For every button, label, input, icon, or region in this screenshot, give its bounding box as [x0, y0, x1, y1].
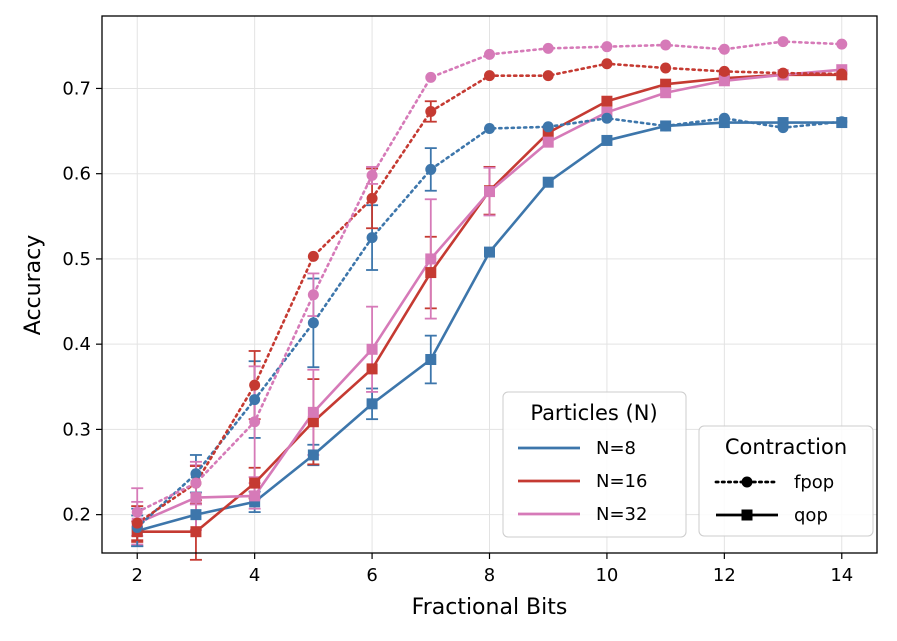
legend-label-qop: qop: [794, 505, 828, 526]
legend-marker-qop: [741, 509, 753, 521]
data-point-n-16-fpop: [836, 68, 848, 80]
data-point-n-8-fpop: [718, 112, 730, 124]
y-tick-label: 0.2: [62, 505, 91, 526]
x-tick-label: 8: [484, 565, 495, 586]
data-point-n-16-fpop: [718, 65, 730, 77]
data-point-n-32-qop: [718, 75, 730, 87]
data-point-n-16-qop: [249, 477, 261, 489]
data-point-n-32-fpop: [366, 169, 378, 181]
x-tick-label: 2: [132, 565, 143, 586]
x-tick-label: 6: [366, 565, 377, 586]
y-axis-label: Accuracy: [21, 235, 46, 335]
data-point-n-16-qop: [660, 78, 672, 90]
legend-label-fpop: fpop: [794, 472, 834, 493]
data-point-n-16-qop: [366, 363, 378, 375]
data-point-n-32-qop: [307, 406, 319, 418]
data-point-n-8-fpop: [425, 163, 437, 175]
data-point-n-32-qop: [601, 106, 613, 118]
data-point-n-16-qop: [425, 267, 437, 279]
axis-ticks: 2 4 6 8 10 12 14 0.2 0.3 0.4 0.5 0.6 0.7: [62, 78, 853, 586]
data-point-n-8-qop: [366, 398, 378, 410]
legend-label-n16: N=16: [596, 471, 647, 492]
data-point-n-16-fpop: [131, 517, 143, 529]
data-point-n-32-fpop: [249, 416, 261, 428]
grid: [102, 16, 877, 553]
y-tick-label: 0.6: [62, 164, 91, 185]
data-point-n-8-fpop: [836, 116, 848, 128]
data-point-n-16-qop: [307, 416, 319, 428]
legend-label-n8: N=8: [596, 438, 636, 459]
data-point-n-8-fpop: [777, 122, 789, 134]
data-point-n-32-qop: [366, 343, 378, 355]
data-point-n-8-qop: [190, 509, 202, 521]
data-point-n-8-fpop: [190, 468, 202, 480]
data-point-n-32-fpop: [660, 39, 672, 51]
y-tick-label: 0.7: [62, 78, 91, 99]
particles-legend-title: Particles (N): [530, 401, 657, 425]
data-point-n-32-fpop: [542, 42, 554, 54]
data-point-n-8-fpop: [660, 120, 672, 132]
x-tick-label: 14: [830, 565, 853, 586]
data-point-n-16-qop: [190, 526, 202, 538]
x-axis-label: Fractional Bits: [412, 595, 568, 620]
data-point-n-16-qop: [601, 95, 613, 107]
data-point-n-32-fpop: [601, 41, 613, 53]
data-point-n-8-qop: [601, 134, 613, 146]
particles-legend: Particles (N) N=8 N=16 N=32: [502, 391, 687, 538]
data-point-n-32-fpop: [718, 43, 730, 55]
data-point-n-8-fpop: [484, 123, 495, 135]
data-point-n-32-qop: [542, 136, 554, 148]
data-point-n-16-fpop: [249, 379, 261, 391]
x-tick-label: 12: [713, 565, 736, 586]
contraction-legend-title: Contraction: [725, 435, 847, 459]
data-point-n-8-qop: [307, 449, 319, 461]
series-markers: [131, 36, 848, 538]
contraction-legend: Contraction fpop qop: [698, 425, 874, 537]
x-tick-label: 10: [595, 565, 618, 586]
y-tick-label: 0.4: [62, 334, 91, 355]
data-point-n-8-qop: [425, 354, 437, 366]
data-point-n-16-fpop: [777, 67, 789, 79]
data-point-n-8-qop: [484, 246, 495, 258]
data-point-n-16-fpop: [660, 62, 672, 74]
data-point-n-8-fpop: [366, 232, 378, 244]
data-point-n-32-fpop: [190, 477, 202, 489]
data-point-n-16-fpop: [542, 70, 554, 82]
data-point-n-32-qop: [249, 490, 261, 502]
data-point-n-8-qop: [249, 496, 261, 508]
data-point-n-8-fpop: [249, 394, 261, 406]
data-point-n-32-qop: [190, 492, 202, 504]
data-point-n-32-qop: [425, 253, 437, 265]
y-tick-label: 0.3: [62, 419, 91, 440]
y-tick-label: 0.5: [62, 249, 91, 270]
data-point-n-16-fpop: [601, 58, 613, 70]
data-point-n-32-qop: [484, 186, 495, 198]
data-point-n-32-qop: [660, 87, 672, 99]
data-point-n-8-fpop: [307, 317, 319, 329]
legend-label-n32: N=32: [596, 504, 647, 525]
data-point-n-32-fpop: [777, 36, 789, 48]
data-point-n-8-fpop: [601, 112, 613, 124]
contraction-legend-box: [698, 425, 874, 537]
data-point-n-32-fpop: [484, 48, 495, 60]
particles-legend-box: [502, 391, 687, 538]
data-point-n-32-fpop: [836, 38, 848, 50]
data-point-n-16-fpop: [484, 70, 495, 82]
data-point-n-32-fpop: [425, 71, 437, 83]
data-point-n-16-fpop: [307, 250, 319, 262]
legend-marker-fpop: [741, 476, 753, 488]
data-point-n-8-fpop: [542, 121, 554, 133]
data-point-n-32-fpop: [307, 289, 319, 301]
data-point-n-32-fpop: [131, 506, 143, 518]
data-point-n-16-qop: [542, 127, 554, 139]
data-point-n-16-fpop: [425, 105, 437, 117]
data-point-n-8-qop: [542, 176, 554, 188]
data-point-n-16-fpop: [366, 192, 378, 204]
x-tick-label: 4: [249, 565, 260, 586]
